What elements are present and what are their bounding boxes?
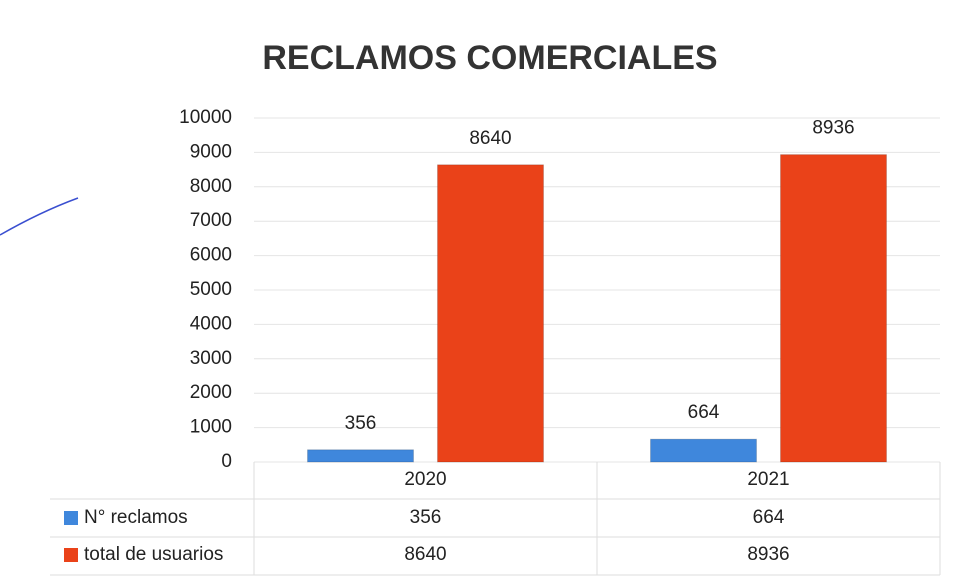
y-tick-label: 4000	[190, 313, 232, 334]
bar	[650, 438, 757, 463]
data-label: 356	[345, 413, 377, 434]
x-tick-label: 2021	[747, 469, 789, 490]
table-value: 356	[410, 507, 442, 528]
y-tick-label: 1000	[190, 417, 232, 438]
y-tick-label: 9000	[190, 141, 232, 162]
bar	[307, 449, 414, 463]
data-label: 8936	[812, 118, 854, 139]
y-tick-label: 6000	[190, 245, 232, 266]
legend-label: total de usuarios	[84, 544, 223, 565]
chart-title: RECLAMOS COMERCIALES	[262, 39, 717, 77]
y-tick-label: 10000	[179, 107, 232, 128]
legend-label: N° reclamos	[84, 507, 188, 528]
y-tick-label: 7000	[190, 210, 232, 231]
data-label: 8640	[469, 128, 511, 149]
table-value: 8640	[404, 544, 446, 565]
y-tick-label: 8000	[190, 176, 232, 197]
table-value: 8936	[747, 544, 789, 565]
legend-key	[64, 511, 78, 525]
bar	[437, 164, 544, 463]
x-tick-label: 2020	[404, 469, 446, 490]
y-tick-label: 3000	[190, 348, 232, 369]
y-tick-label: 5000	[190, 279, 232, 300]
y-tick-label: 2000	[190, 382, 232, 403]
pen-stroke	[0, 197, 79, 236]
legend-key	[64, 548, 78, 562]
table-value: 664	[753, 507, 785, 528]
y-tick-label: 0	[221, 451, 232, 472]
bar	[780, 154, 887, 463]
data-label: 664	[688, 402, 720, 423]
